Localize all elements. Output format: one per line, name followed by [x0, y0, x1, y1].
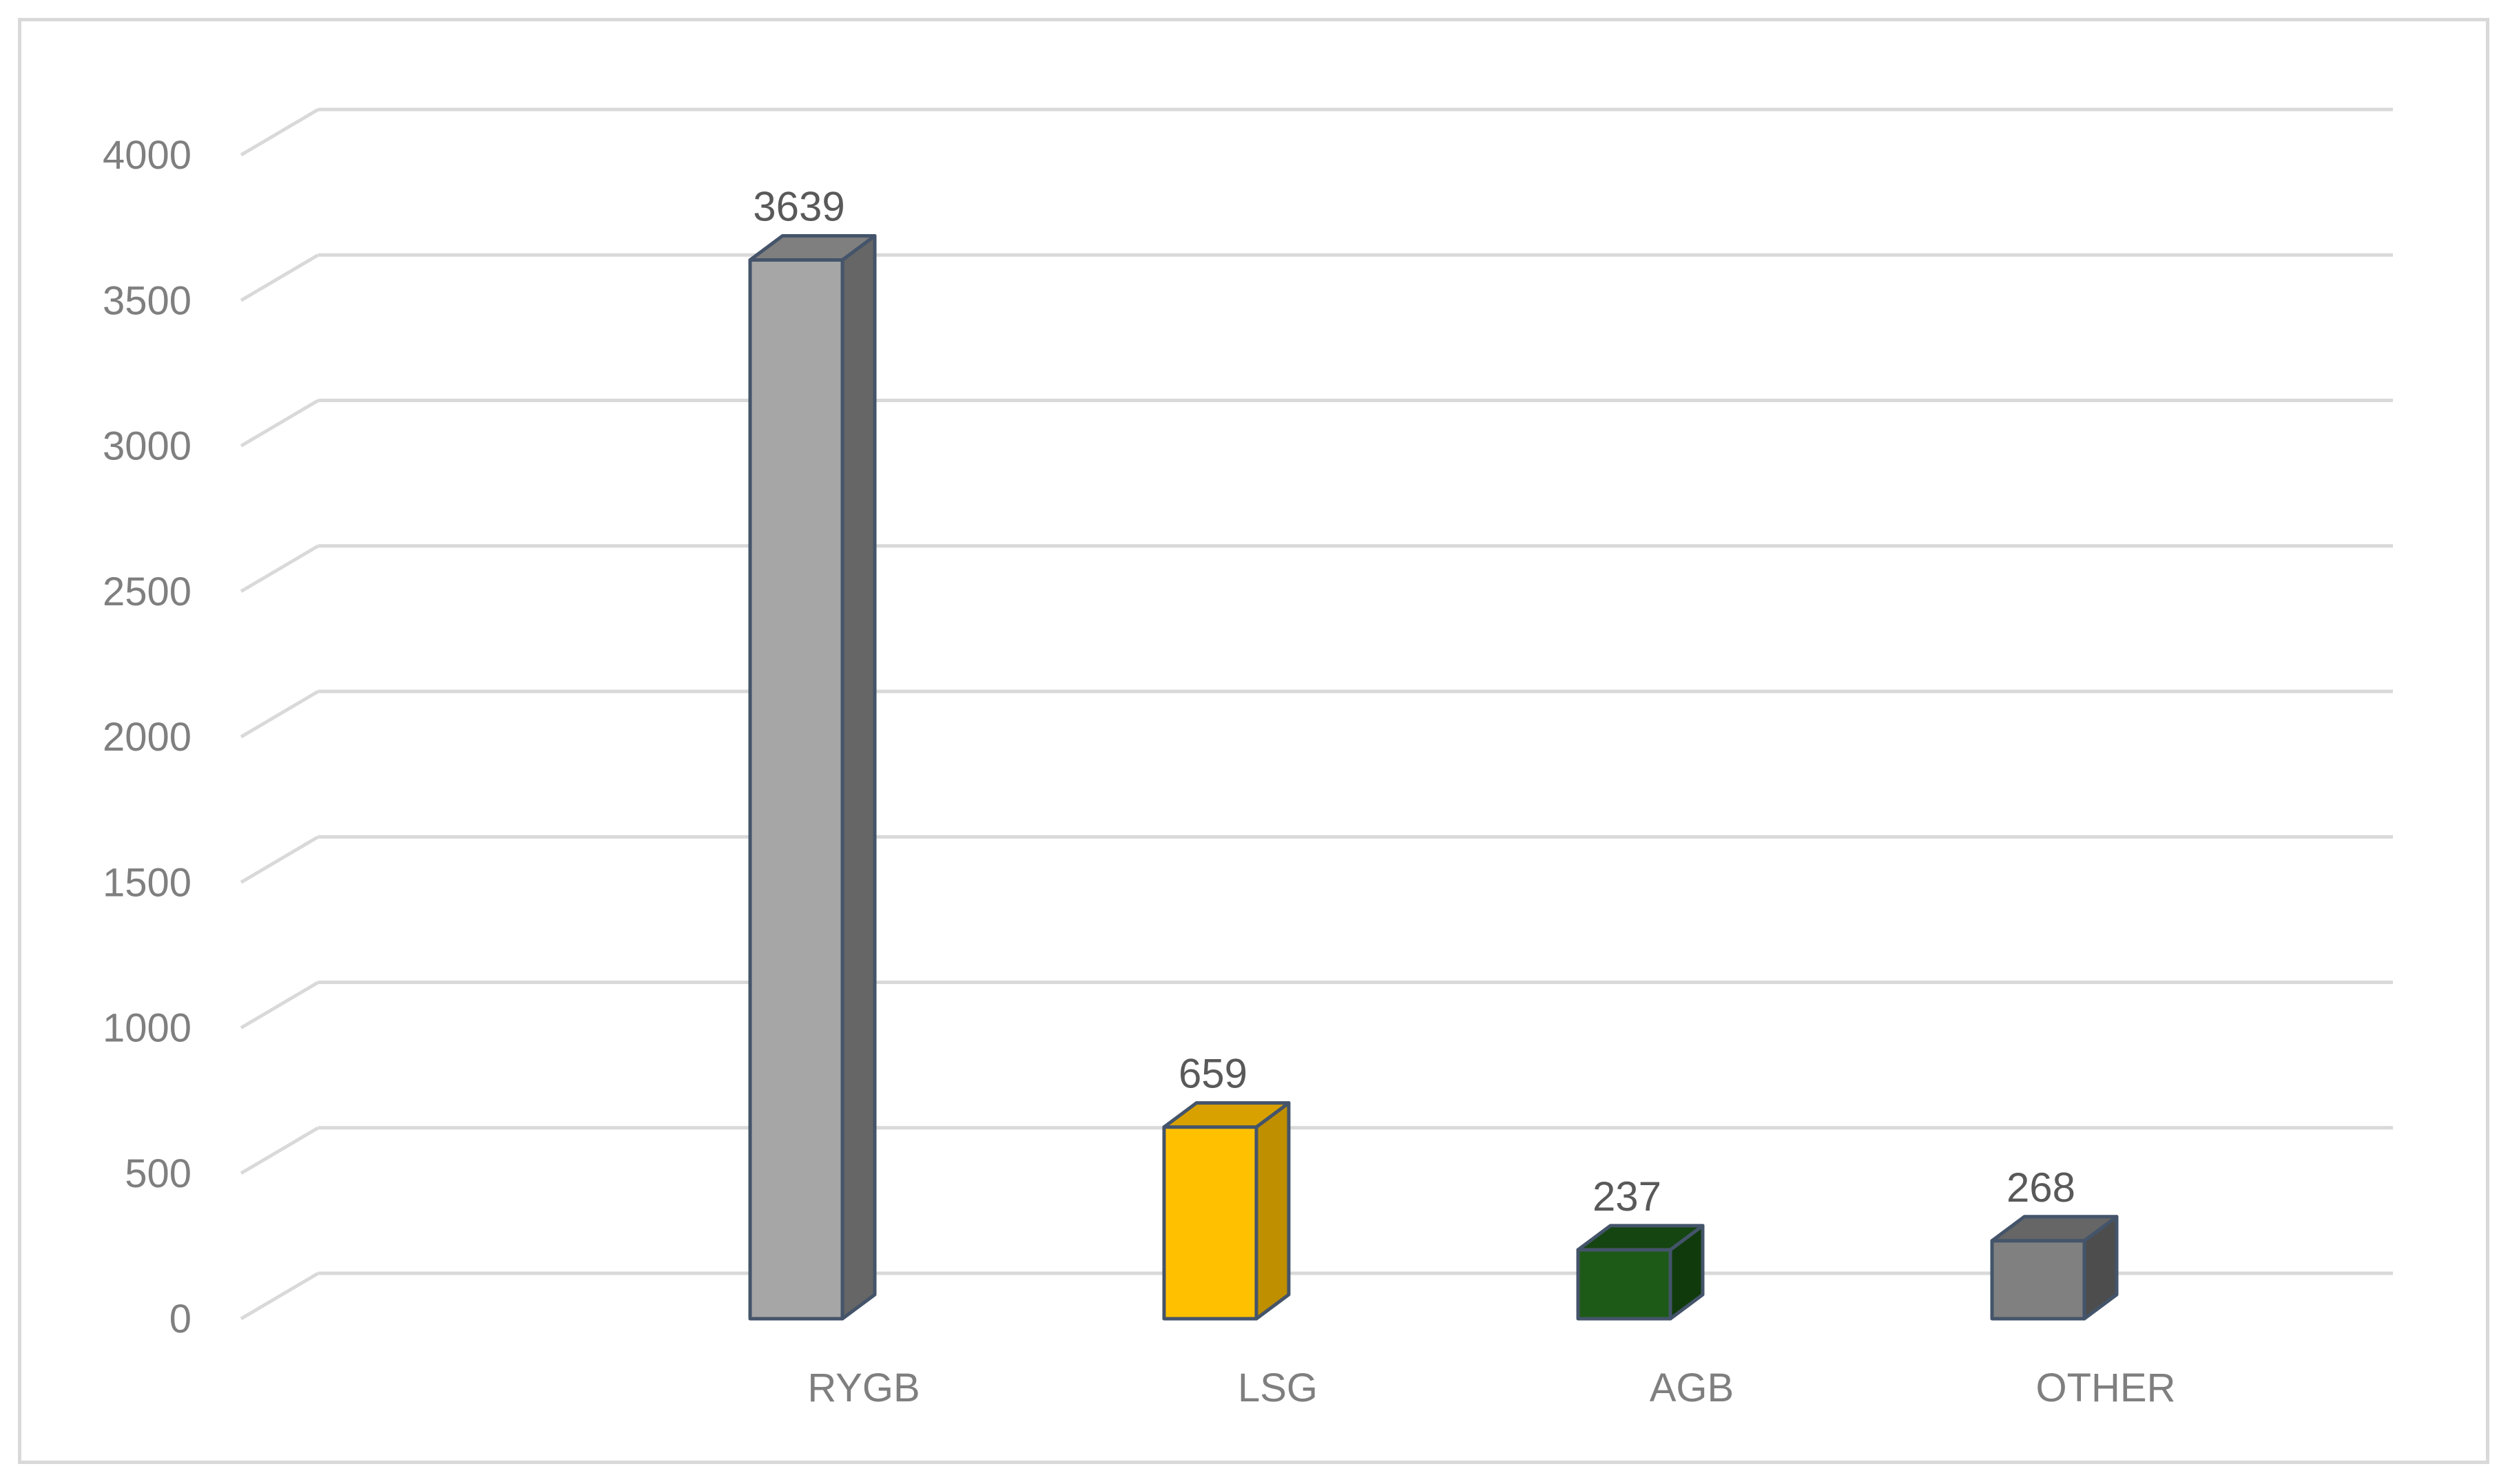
x-category-agb: AGB [1650, 1366, 1734, 1410]
y-tick-label: 1000 [103, 1006, 191, 1051]
bar-side-rygb [840, 234, 877, 1321]
gridline-diagonal [240, 1271, 320, 1321]
bar-rygb [748, 234, 877, 1321]
bar-other [1990, 1215, 2119, 1321]
bar-front-other [1990, 1239, 2086, 1321]
x-category-rygb: RYGB [807, 1366, 920, 1410]
y-tick-label: 1500 [103, 860, 191, 905]
bar-lsg [1162, 1101, 1291, 1321]
x-axis-categories: RYGB LSG AGB OTHER [807, 1366, 2175, 1410]
y-tick-label: 2000 [103, 715, 191, 760]
bar-agb [1576, 1224, 1705, 1321]
gridline-diagonal [240, 544, 320, 593]
data-label-rygb: 3639 [753, 184, 844, 230]
y-tick-label: 4000 [103, 133, 191, 178]
bar-top-agb [1576, 1224, 1705, 1252]
gridline-diagonal [240, 253, 320, 302]
y-tick-label: 0 [169, 1297, 191, 1341]
bar-side-lsg [1254, 1101, 1291, 1321]
data-label-other: 268 [2006, 1164, 2075, 1211]
gridline-diagonal [240, 981, 320, 1030]
bar-front-rygb [748, 258, 844, 1321]
data-labels: 3639 659 237 268 [753, 184, 2075, 1220]
bars [748, 234, 2119, 1321]
data-label-lsg: 659 [1179, 1051, 1247, 1097]
bar-front-agb [1576, 1248, 1672, 1321]
gridline-diagonal [240, 835, 320, 884]
y-tick-label: 500 [125, 1151, 191, 1196]
bar-front-lsg [1162, 1125, 1258, 1321]
x-category-lsg: LSG [1238, 1366, 1318, 1410]
y-axis-ticks: 0 500 1000 1500 2000 2500 3000 3500 4000 [103, 133, 191, 1341]
gridline-diagonal [240, 689, 320, 739]
y-tick-label: 3000 [103, 424, 191, 469]
gridline-diagonal [240, 1126, 320, 1175]
bar-top-rygb [748, 234, 877, 262]
y-tick-label: 2500 [103, 569, 191, 614]
bar-top-lsg [1162, 1101, 1291, 1129]
gridlines [240, 107, 2393, 1321]
bar-top-other [1990, 1215, 2119, 1243]
x-category-other: OTHER [2036, 1366, 2176, 1410]
gridline-diagonal [240, 399, 320, 448]
gridline-diagonal [240, 107, 320, 157]
y-tick-label: 3500 [103, 278, 191, 323]
data-label-agb: 237 [1593, 1173, 1661, 1220]
